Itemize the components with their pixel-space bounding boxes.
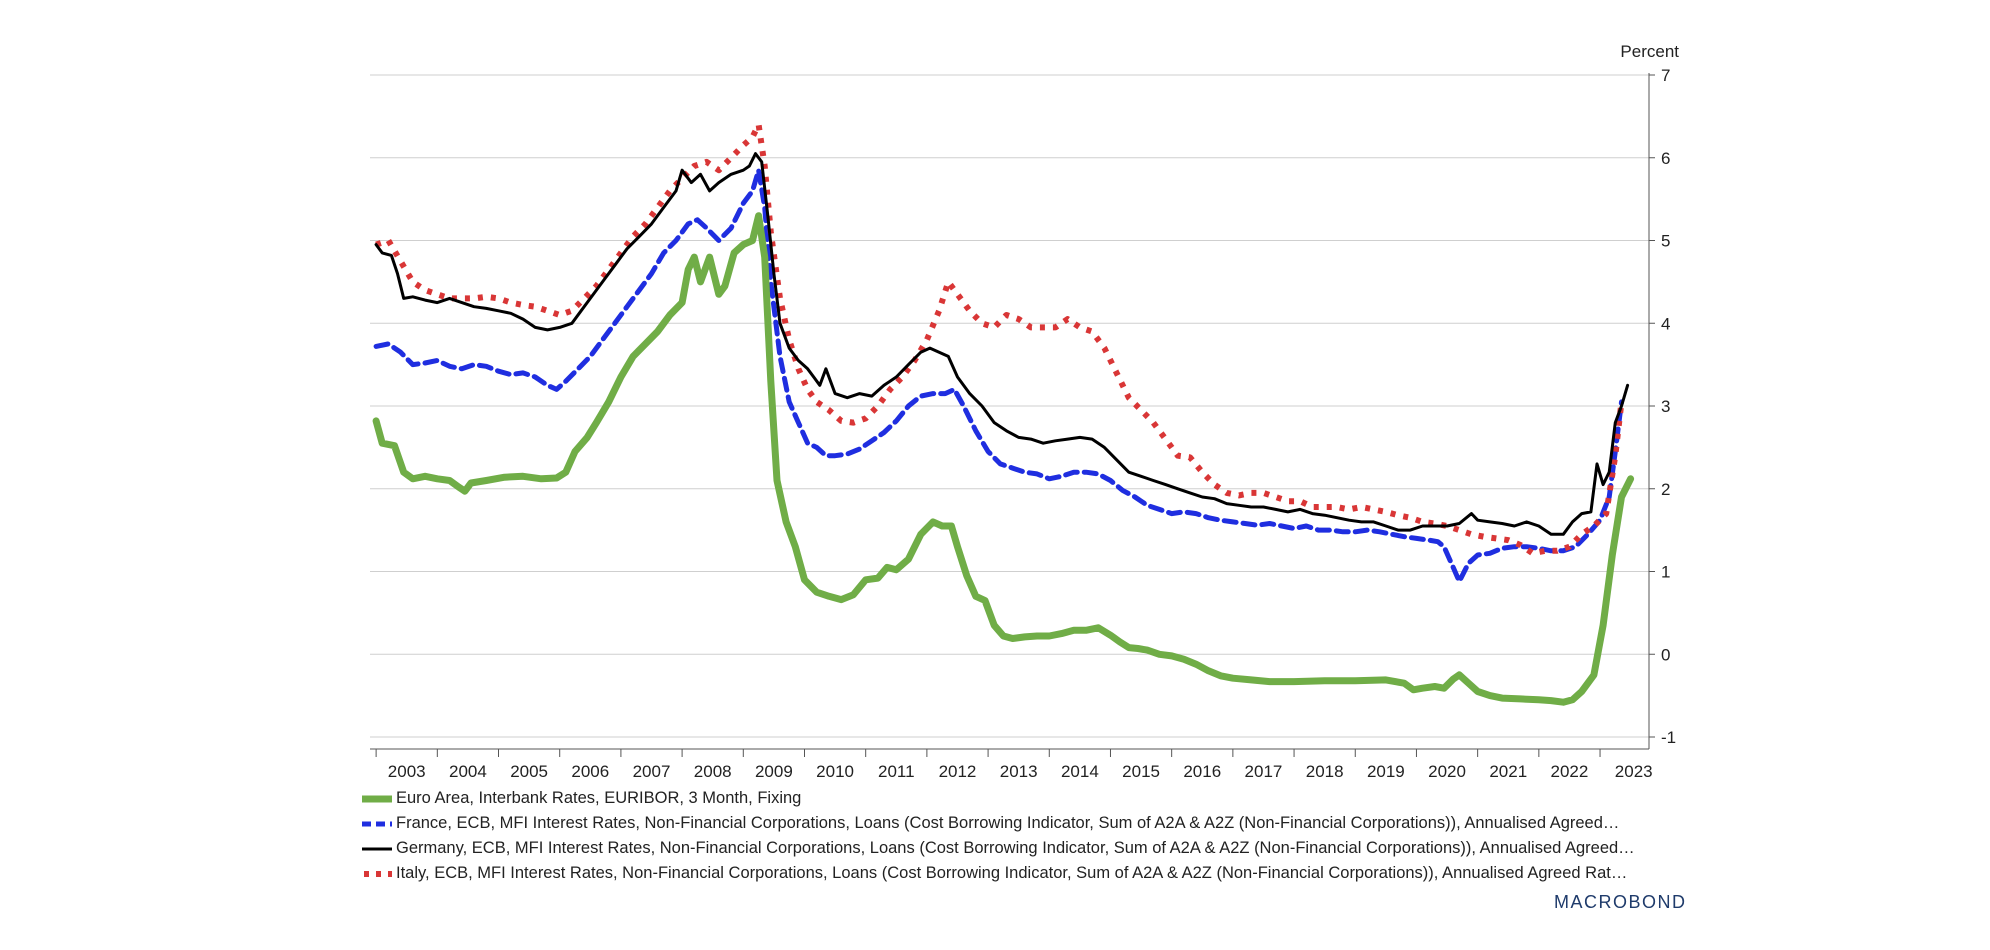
legend-swatch-italy bbox=[364, 870, 392, 877]
legend-swatch-france bbox=[362, 821, 392, 826]
x-tick-label: 2012 bbox=[939, 762, 977, 780]
y-tick-label: 0 bbox=[1661, 645, 1670, 664]
x-tick-label: 2016 bbox=[1183, 762, 1221, 780]
y-tick-label: 6 bbox=[1661, 149, 1670, 168]
x-tick-label: 2018 bbox=[1306, 762, 1344, 780]
series-line-germany bbox=[374, 152, 1630, 536]
legend-item: Italy, ECB, MFI Interest Rates, Non-Fina… bbox=[360, 861, 1690, 886]
y-tick-label: 1 bbox=[1661, 563, 1670, 582]
x-tick-label: 2021 bbox=[1489, 762, 1527, 780]
series-group bbox=[372, 121, 1635, 706]
series-line-france bbox=[373, 167, 1624, 584]
legend-label-italy: Italy, ECB, MFI Interest Rates, Non-Fina… bbox=[396, 864, 1628, 882]
legend-item: France, ECB, MFI Interest Rates, Non-Fin… bbox=[360, 811, 1690, 836]
x-tick-label: 2013 bbox=[1000, 762, 1038, 780]
x-tick-label: 2007 bbox=[633, 762, 671, 780]
legend-label-euribor: Euro Area, Interbank Rates, EURIBOR, 3 M… bbox=[396, 789, 802, 807]
x-tick-label: 2005 bbox=[510, 762, 548, 780]
legend-item: Germany, ECB, MFI Interest Rates, Non-Fi… bbox=[360, 836, 1690, 861]
x-tick-label: 2022 bbox=[1551, 762, 1589, 780]
x-tick-label: 2010 bbox=[816, 762, 854, 780]
x-tick-label: 2009 bbox=[755, 762, 793, 780]
y-tick-label: 2 bbox=[1661, 480, 1670, 499]
x-tick-label: 2019 bbox=[1367, 762, 1405, 780]
x-tick-label: 2015 bbox=[1122, 762, 1160, 780]
y-axis-unit-label: Percent bbox=[1620, 42, 1679, 61]
x-tick-label: 2011 bbox=[878, 762, 915, 780]
y-tick-label: 5 bbox=[1661, 232, 1670, 251]
x-tick-label: 2023 bbox=[1615, 762, 1653, 780]
grid-lines bbox=[370, 74, 1649, 738]
x-tick-label: 2017 bbox=[1245, 762, 1283, 780]
y-tick-label: 4 bbox=[1661, 314, 1670, 333]
x-tick-label: 2014 bbox=[1061, 762, 1099, 780]
x-tick-label: 2004 bbox=[449, 762, 487, 780]
y-tick-label: 3 bbox=[1661, 397, 1670, 416]
y-tick-label: 7 bbox=[1661, 66, 1670, 85]
chart-canvas: -1 0 1 2 3 4 5 6 7 2003 2004 2005 2006 2007 2008 2009 20… bbox=[370, 42, 1679, 780]
y-tick-label: -1 bbox=[1661, 728, 1676, 747]
legend-swatch-euribor bbox=[362, 795, 392, 802]
legend-label-germany: Germany, ECB, MFI Interest Rates, Non-Fi… bbox=[396, 839, 1635, 857]
axes: -1 0 1 2 3 4 5 6 7 2003 2004 2005 2006 2007 2008 2009 20… bbox=[370, 66, 1676, 780]
legend: Euro Area, Interbank Rates, EURIBOR, 3 M… bbox=[360, 786, 1690, 886]
series-line-euribor bbox=[372, 212, 1635, 706]
legend-item: Euro Area, Interbank Rates, EURIBOR, 3 M… bbox=[360, 786, 1690, 811]
legend-swatch-germany bbox=[362, 847, 392, 850]
x-tick-label: 2020 bbox=[1428, 762, 1466, 780]
macrobond-logo: MACROBOND bbox=[1554, 892, 1687, 912]
legend-label-france: France, ECB, MFI Interest Rates, Non-Fin… bbox=[396, 814, 1620, 832]
x-tick-label: 2006 bbox=[571, 762, 609, 780]
x-tick-label: 2003 bbox=[388, 762, 426, 780]
x-tick-label: 2008 bbox=[694, 762, 732, 780]
